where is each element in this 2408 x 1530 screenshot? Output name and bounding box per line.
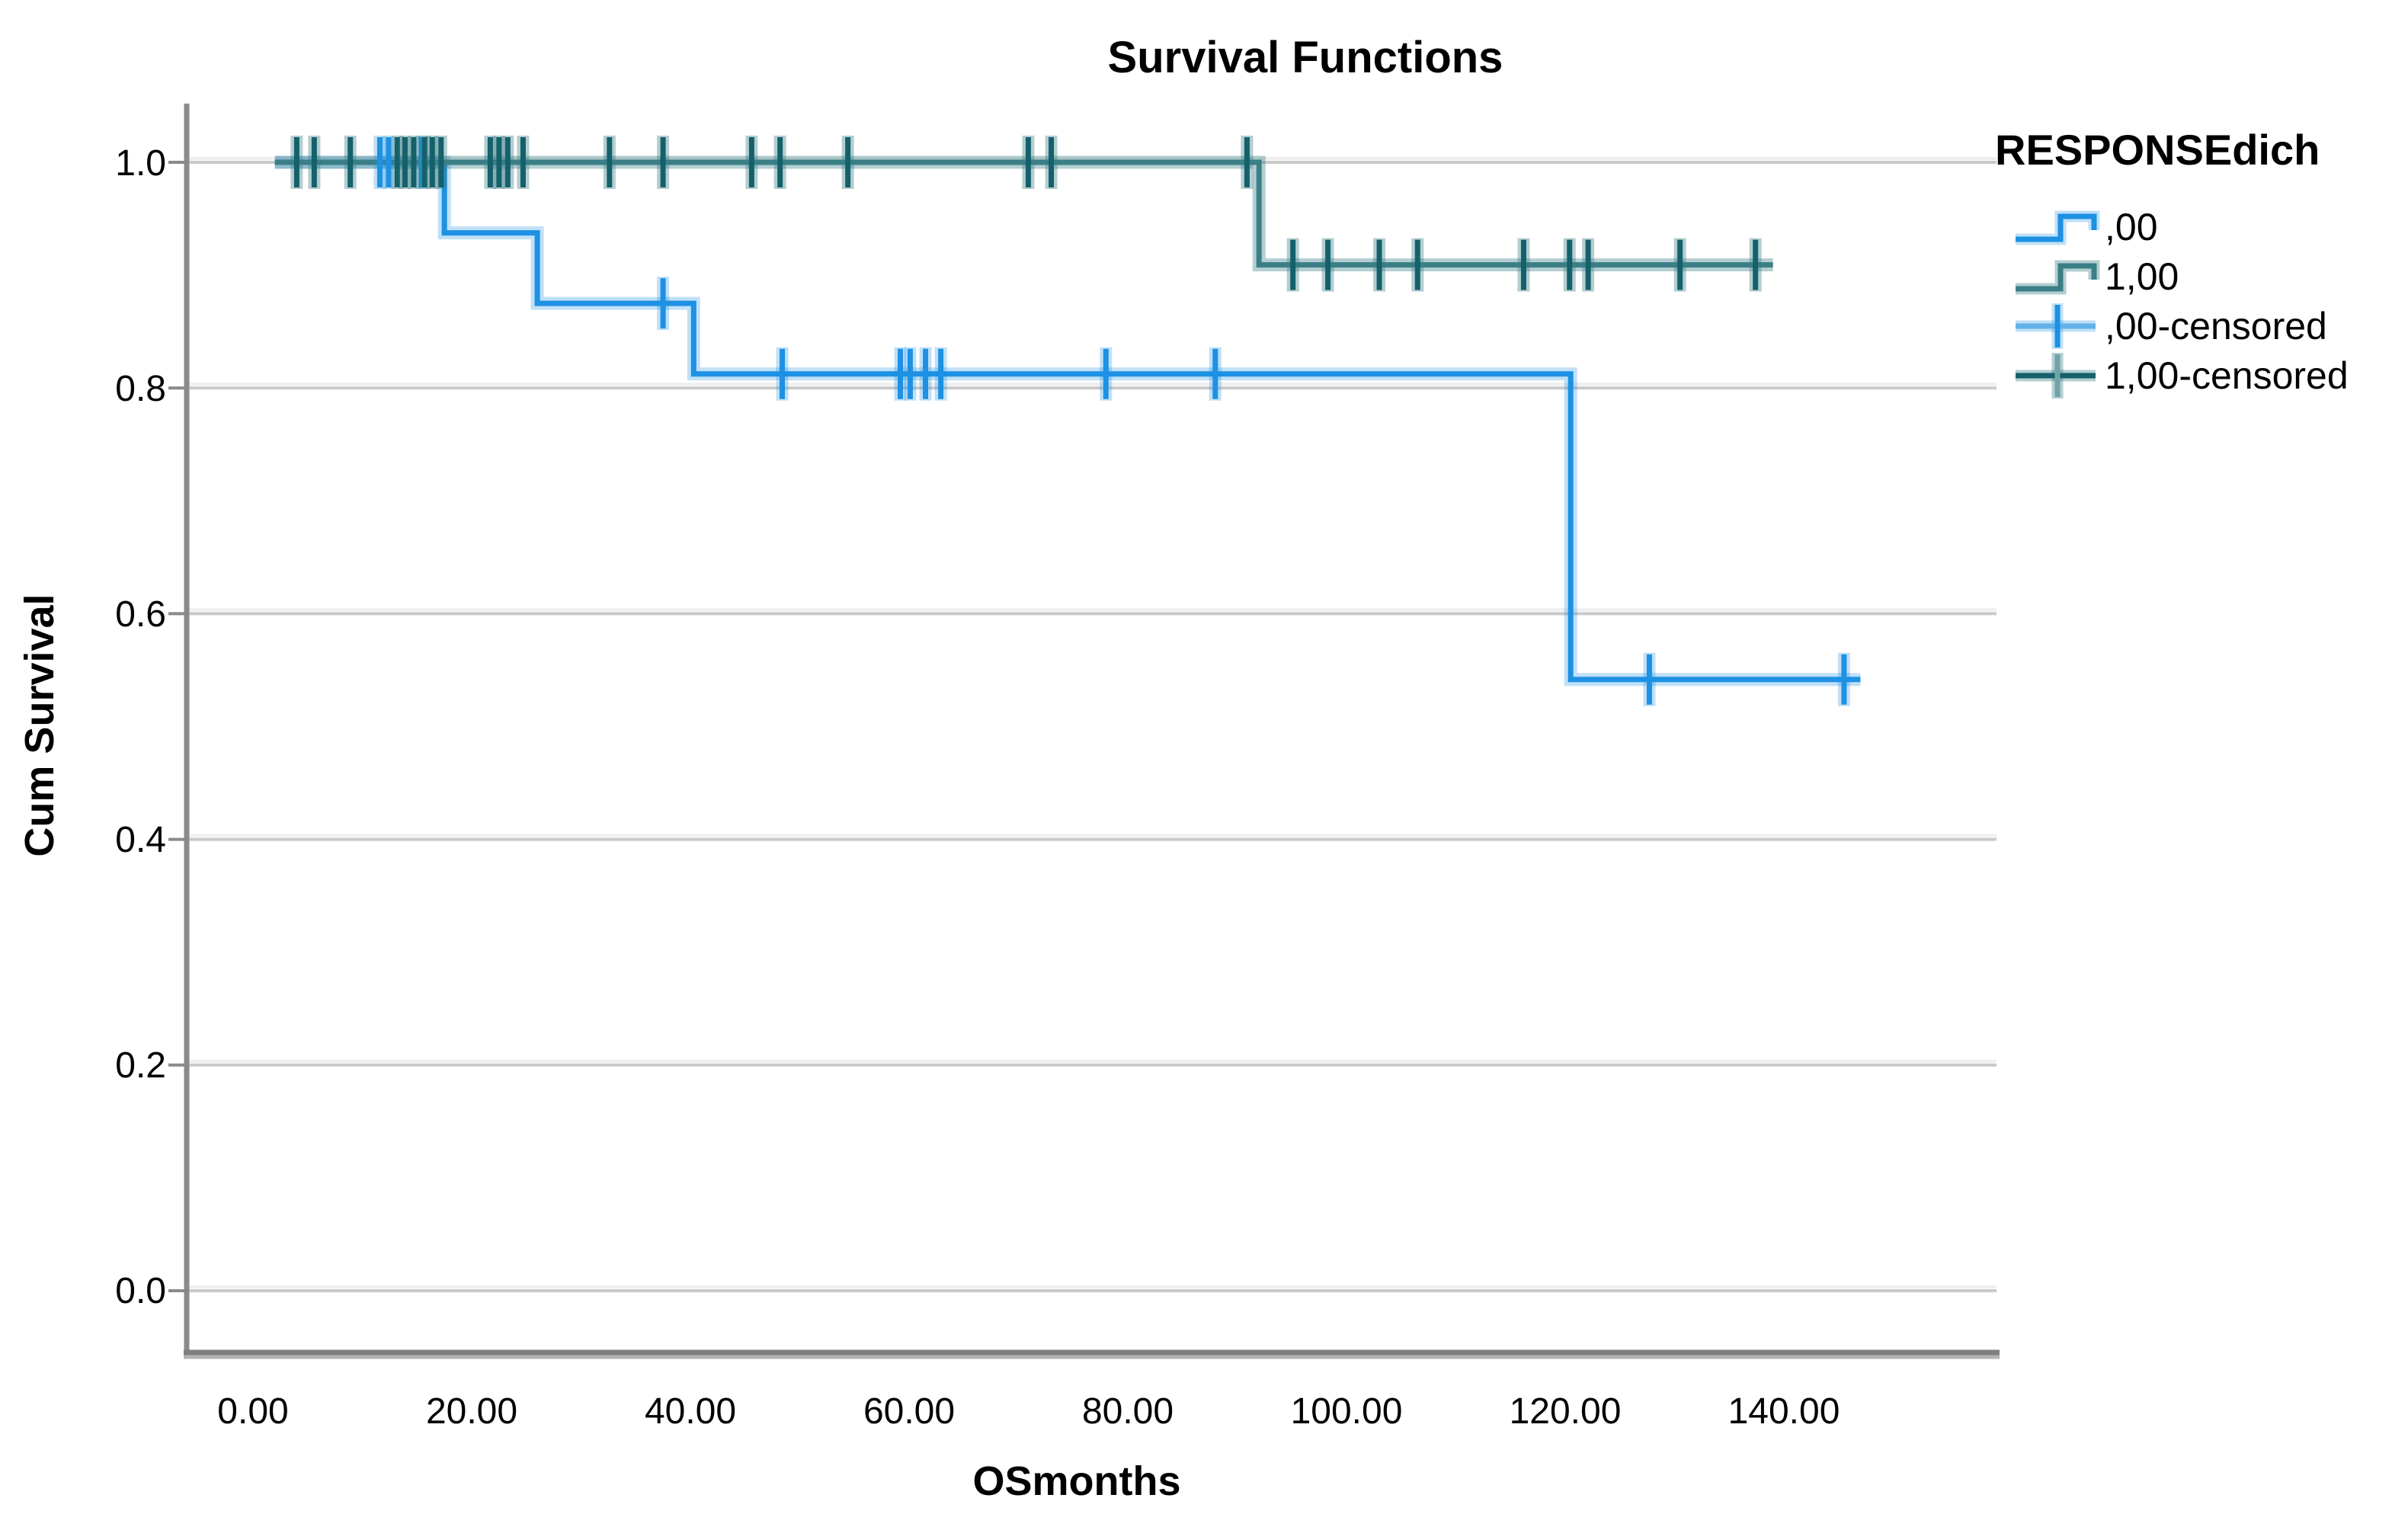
legend-title: RESPONSEdich: [1995, 126, 2320, 174]
y-tick-label: 0.6: [115, 594, 166, 635]
x-tick-label: 140.00: [1728, 1391, 1840, 1432]
x-tick-label: 60.00: [863, 1391, 955, 1432]
survival-curve-halo-0: [274, 155, 1861, 687]
censor-marks-layer: [290, 136, 1850, 706]
legend-swatches-layer: [2016, 210, 2100, 399]
x-tick-label: 40.00: [645, 1391, 736, 1432]
gridlines-layer: [189, 157, 1997, 1292]
legend-step-swatch: [2016, 263, 2097, 292]
y-tick-label: 1.0: [115, 143, 166, 184]
survival-curve-1: [274, 159, 1773, 268]
axes-layer: [168, 104, 2000, 1359]
legend-step-swatch-halo: [2016, 210, 2100, 245]
legend-item-label: 1,00: [2105, 255, 2179, 298]
y-tick-label: 0.0: [115, 1271, 166, 1311]
x-tick-label: 20.00: [426, 1391, 517, 1432]
legend-step-swatch-halo: [2016, 260, 2100, 295]
y-tick-label: 0.4: [115, 820, 166, 860]
x-tick-label: 80.00: [1082, 1391, 1174, 1432]
series-layer: [274, 155, 1861, 687]
legend-item-label: 1,00-censored: [2105, 354, 2349, 397]
legend-step-swatch: [2016, 213, 2097, 242]
y-tick-label: 0.2: [115, 1045, 166, 1086]
chart-title: Survival Functions: [1108, 33, 1503, 82]
y-axis-title: Cum Survival: [17, 594, 62, 856]
x-tick-label: 0.00: [217, 1391, 288, 1432]
x-axis-title: OSmonths: [972, 1458, 1180, 1504]
survival-curve-0: [274, 159, 1861, 683]
legend-item-label: ,00: [2105, 206, 2158, 248]
y-tick-label: 0.8: [115, 369, 166, 409]
x-tick-label: 120.00: [1510, 1391, 1622, 1432]
legend-item-label: ,00-censored: [2105, 305, 2327, 347]
x-tick-label: 100.00: [1291, 1391, 1403, 1432]
